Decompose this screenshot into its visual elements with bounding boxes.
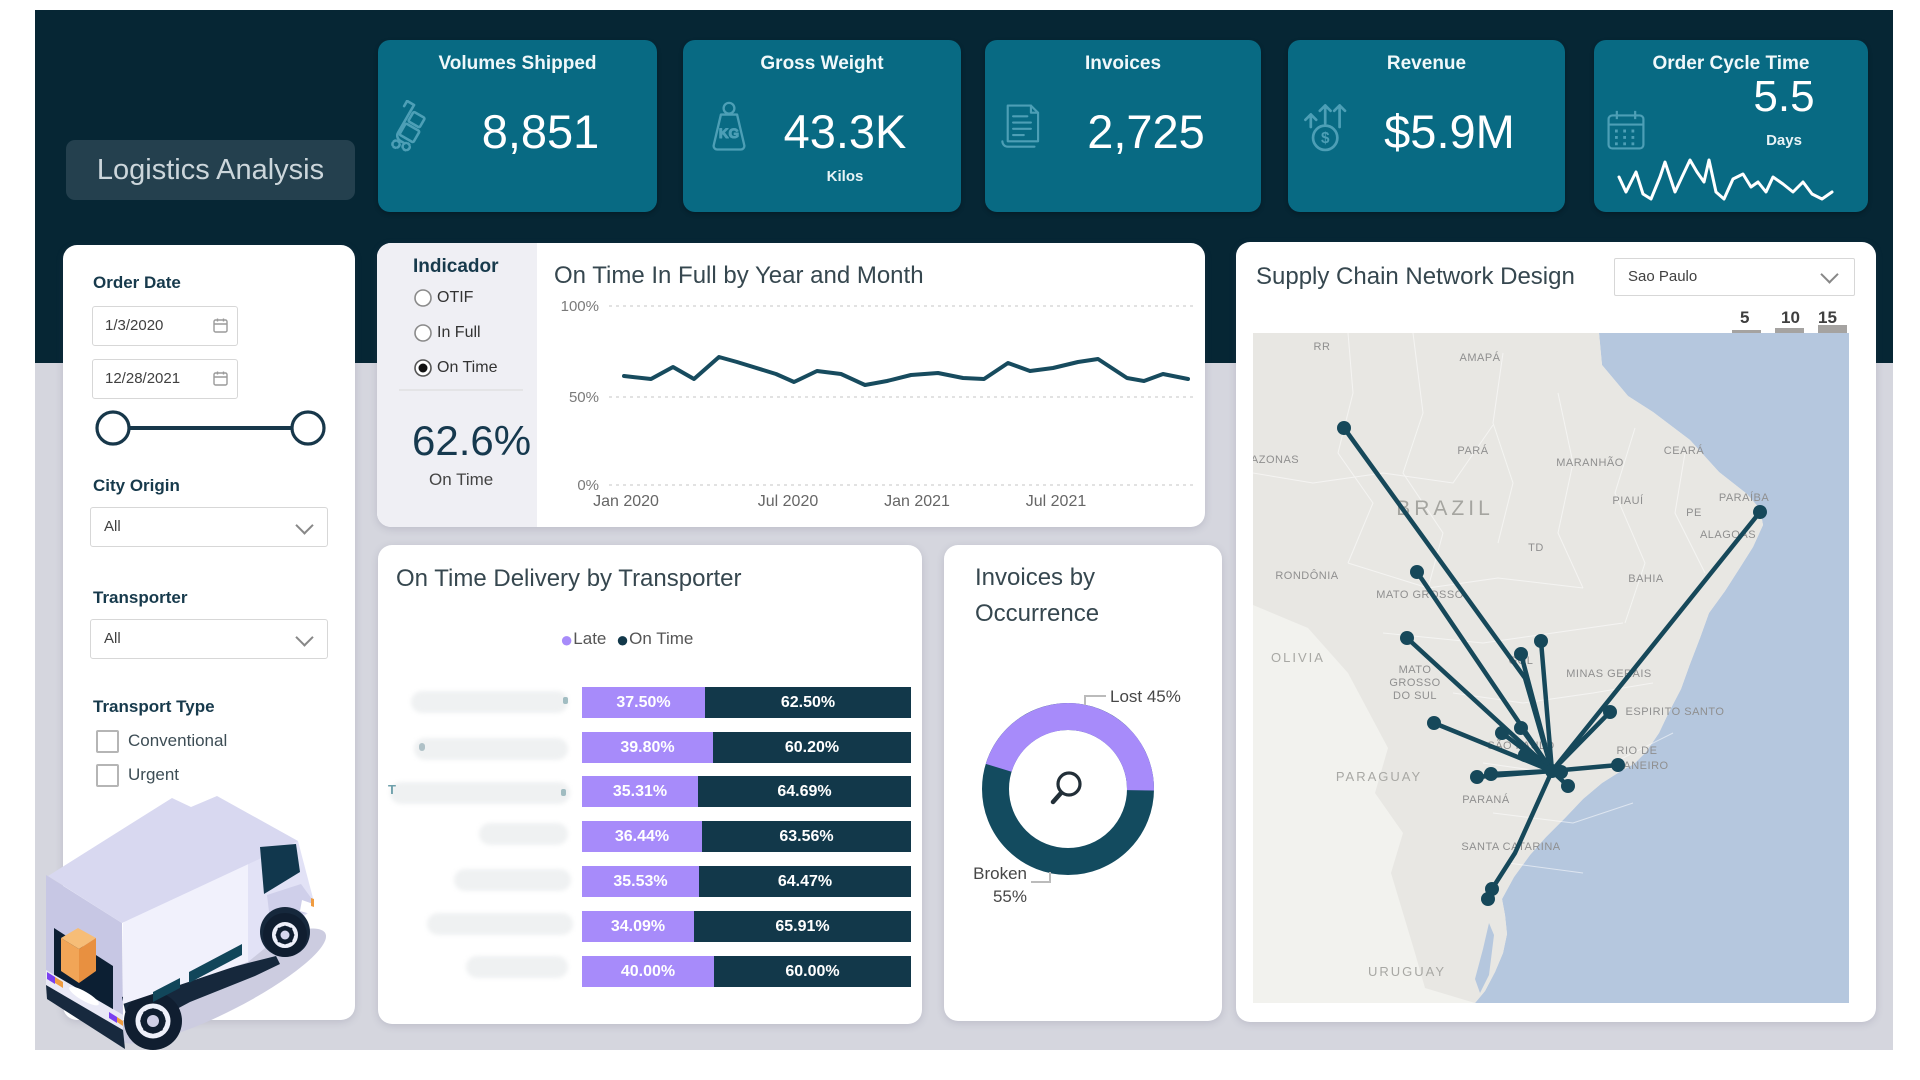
svg-text:BAHIA: BAHIA <box>1628 573 1664 585</box>
svg-text:0%: 0% <box>577 477 599 494</box>
svg-text:PARÁ: PARÁ <box>1457 444 1488 457</box>
svg-text:$: $ <box>1321 130 1330 147</box>
svg-text:PE: PE <box>1686 507 1702 519</box>
svg-text:DO SUL: DO SUL <box>1393 690 1437 702</box>
svg-text:PARANÁ: PARANÁ <box>1462 793 1510 806</box>
svg-text:GROSSO: GROSSO <box>1389 677 1440 689</box>
svg-text:AMAPÁ: AMAPÁ <box>1459 351 1500 364</box>
svg-text:JANEIRO: JANEIRO <box>1617 760 1668 772</box>
svg-text:AZONAS: AZONAS <box>1253 454 1299 466</box>
svg-text:KG: KG <box>719 126 739 141</box>
svg-text:RR: RR <box>1314 341 1331 353</box>
svg-text:CEARÁ: CEARÁ <box>1664 444 1705 457</box>
svg-text:BRAZIL: BRAZIL <box>1396 497 1494 520</box>
svg-text:TD: TD <box>1528 542 1544 554</box>
svg-text:Jul 2021: Jul 2021 <box>1026 493 1087 510</box>
svg-text:RONDÔNIA: RONDÔNIA <box>1275 569 1338 582</box>
svg-text:Broken: Broken <box>973 864 1027 883</box>
svg-text:50%: 50% <box>569 389 599 406</box>
svg-text:MINAS GERAIS: MINAS GERAIS <box>1566 668 1651 680</box>
svg-text:PARAGUAY: PARAGUAY <box>1336 769 1422 784</box>
svg-text:PARAÍBA: PARAÍBA <box>1719 491 1770 504</box>
svg-text:OLIVIA: OLIVIA <box>1271 650 1325 665</box>
svg-text:MATO: MATO <box>1399 664 1432 676</box>
svg-text:Jan 2021: Jan 2021 <box>884 493 950 510</box>
svg-text:MARANHÃO: MARANHÃO <box>1556 456 1624 469</box>
svg-text:ESPIRITO SANTO: ESPIRITO SANTO <box>1626 706 1725 718</box>
svg-text:55%: 55% <box>993 887 1027 906</box>
svg-text:100%: 100% <box>561 298 599 315</box>
svg-text:RIO DE: RIO DE <box>1617 745 1658 757</box>
svg-text:SANTA CATARINA: SANTA CATARINA <box>1461 841 1560 853</box>
svg-text:Jan 2020: Jan 2020 <box>593 493 659 510</box>
svg-text:URUGUAY: URUGUAY <box>1368 964 1446 979</box>
svg-text:MATO GROSSO: MATO GROSSO <box>1376 589 1464 601</box>
svg-text:Jul 2020: Jul 2020 <box>758 493 819 510</box>
svg-text:PIAUÍ: PIAUÍ <box>1612 494 1644 507</box>
svg-text:Lost 45%: Lost 45% <box>1110 687 1181 706</box>
